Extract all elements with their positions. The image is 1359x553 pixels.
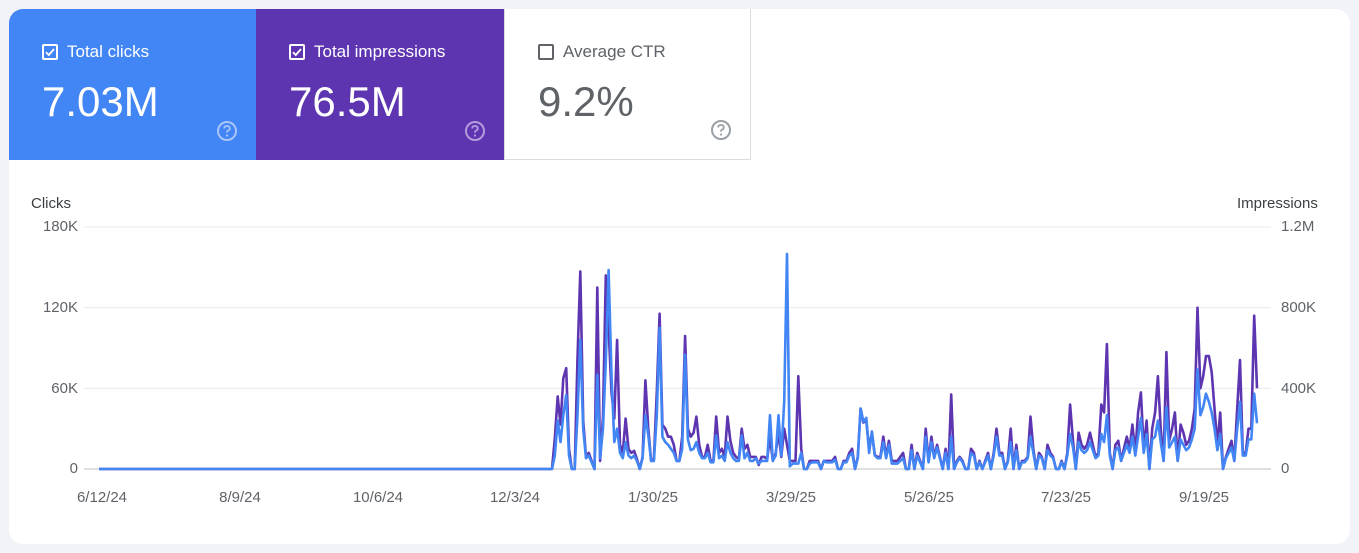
impressions-series-line bbox=[99, 270, 1259, 471]
performance-panel: Total clicks 7.03M Total impressions 76.… bbox=[9, 9, 1350, 544]
right-tick-label: 400K bbox=[1281, 380, 1317, 397]
total-impressions-label: Total impressions bbox=[314, 42, 446, 61]
x-tick-label: 6/12/24 bbox=[76, 489, 128, 506]
x-tick-label: 7/23/25 bbox=[1040, 489, 1092, 506]
right-tick-label: 1.2M bbox=[1281, 218, 1315, 235]
total-clicks-checkbox[interactable] bbox=[42, 44, 58, 60]
x-tick-label: 5/26/25 bbox=[903, 489, 955, 506]
total-clicks-card[interactable]: Total clicks 7.03M bbox=[9, 9, 256, 160]
chart-grid bbox=[84, 226, 1271, 470]
x-tick-label: 3/29/25 bbox=[765, 489, 817, 506]
help-icon[interactable] bbox=[216, 120, 238, 142]
left-axis-title: Clicks bbox=[31, 195, 71, 212]
x-tick-label: 12/3/24 bbox=[489, 489, 541, 506]
help-icon[interactable] bbox=[464, 120, 486, 142]
total-clicks-value: 7.03M bbox=[42, 78, 159, 125]
chart-series bbox=[99, 252, 1259, 471]
checkmark-icon bbox=[292, 48, 302, 57]
total-impressions-header: Total impressions bbox=[289, 42, 445, 62]
total-clicks-header: Total clicks bbox=[42, 42, 149, 62]
right-axis-title: Impressions bbox=[1237, 195, 1318, 212]
total-clicks-label: Total clicks bbox=[67, 42, 150, 61]
right-tick-label: 800K bbox=[1281, 299, 1317, 316]
x-tick-label: 9/19/25 bbox=[1178, 489, 1230, 506]
left-tick-label: 60K bbox=[51, 380, 78, 397]
help-icon[interactable] bbox=[710, 119, 732, 141]
average-ctr-checkbox[interactable] bbox=[538, 44, 554, 60]
clicks-series-line bbox=[99, 252, 1259, 471]
total-impressions-value: 76.5M bbox=[289, 78, 406, 125]
average-ctr-card[interactable]: Average CTR 9.2% bbox=[504, 9, 751, 160]
left-tick-label: 0 bbox=[69, 460, 78, 477]
performance-chart[interactable] bbox=[9, 9, 1350, 544]
checkmark-icon bbox=[45, 48, 55, 57]
average-ctr-header: Average CTR bbox=[538, 42, 666, 62]
x-tick-label: 8/9/24 bbox=[219, 489, 261, 506]
average-ctr-value: 9.2% bbox=[538, 78, 634, 125]
left-tick-label: 120K bbox=[42, 299, 78, 316]
left-tick-label: 180K bbox=[42, 218, 78, 235]
total-impressions-card[interactable]: Total impressions 76.5M bbox=[256, 9, 504, 160]
x-tick-label: 1/30/25 bbox=[627, 489, 679, 506]
total-impressions-checkbox[interactable] bbox=[289, 44, 305, 60]
x-tick-label: 10/6/24 bbox=[352, 489, 404, 506]
right-tick-label: 0 bbox=[1281, 460, 1290, 477]
average-ctr-label: Average CTR bbox=[563, 42, 666, 61]
